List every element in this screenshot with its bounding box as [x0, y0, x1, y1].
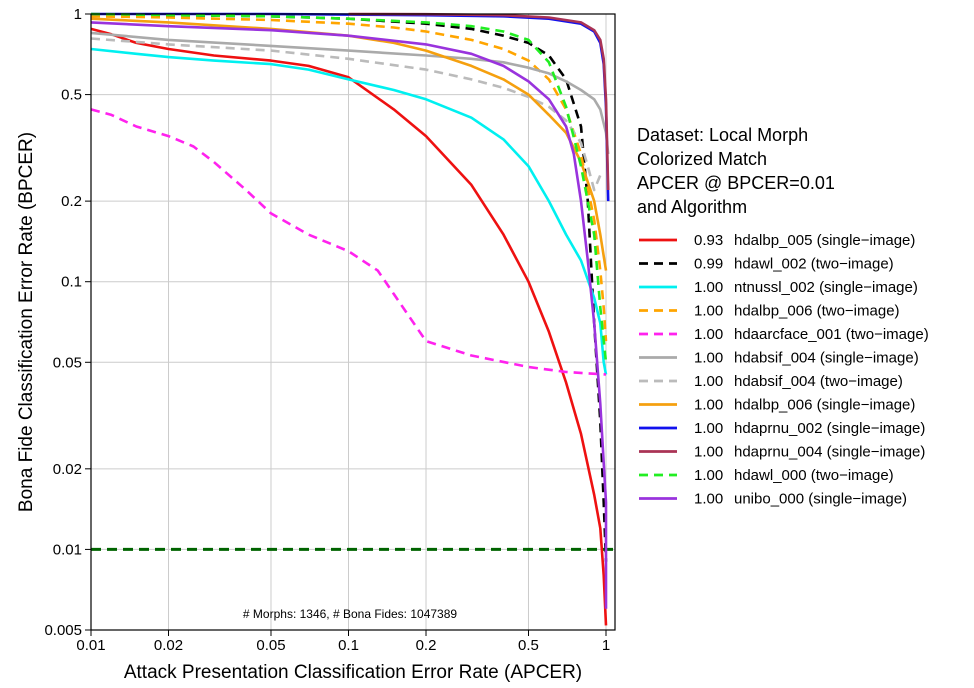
- legend-label-6: hdabsif_004 (two−image): [734, 373, 903, 390]
- legend-title-line: Colorized Match: [637, 149, 767, 169]
- series-line-4: [90, 108, 607, 376]
- legend-value-5: 1.00: [694, 350, 723, 367]
- x-tick-label: 0.2: [416, 637, 437, 654]
- legend-label-9: hdaprnu_004 (single−image): [734, 444, 925, 461]
- y-tick-label: 0.05: [53, 354, 82, 371]
- legend-value-6: 1.00: [694, 373, 723, 390]
- legend-label-1: hdawl_002 (two−image): [734, 256, 894, 273]
- series-line-10: [90, 12, 608, 363]
- legend-label-8: hdaprnu_002 (single−image): [734, 420, 925, 437]
- legend: Dataset: Local Morph Colorized Match APCER…: [637, 125, 929, 508]
- plot-background: [91, 14, 615, 630]
- y-tick-label: 0.005: [44, 622, 82, 639]
- legend-title-line: APCER @ BPCER=0.01: [637, 173, 835, 193]
- annotation-text: # Morphs: 1346, # Bona Fides: 1047389: [243, 607, 457, 621]
- legend-label-11: unibo_000 (single−image): [734, 491, 907, 508]
- legend-label-5: hdabsif_004 (single−image): [734, 350, 919, 367]
- legend-value-11: 1.00: [694, 491, 723, 508]
- legend-value-3: 1.00: [694, 303, 723, 320]
- y-tick-label: 0.02: [53, 461, 82, 478]
- y-tick-label: 1: [74, 6, 82, 23]
- x-tick-label: 0.01: [76, 637, 105, 654]
- plot-frame: [90, 13, 616, 631]
- legend-value-8: 1.00: [694, 420, 723, 437]
- legend-label-7: hdalbp_006 (single−image): [734, 397, 915, 414]
- series-line-0: [90, 27, 608, 626]
- x-ticks: 0.01 0.02 0.05 0.1 0.2 0.5 1: [76, 630, 610, 654]
- y-tick-label: 0.01: [53, 541, 82, 558]
- legend-label-0: hdalbp_005 (single−image): [734, 232, 915, 249]
- series-line-9: [348, 12, 610, 191]
- x-tick-label: 0.05: [256, 637, 285, 654]
- legend-title-line: and Algorithm: [637, 197, 747, 217]
- series-line-3: [90, 15, 608, 342]
- x-axis-title: Attack Presentation Classification Error…: [124, 662, 582, 683]
- series-line-2: [90, 47, 608, 375]
- x-tick-label: 0.02: [154, 637, 183, 654]
- x-tick-label: 1: [602, 637, 610, 654]
- legend-value-4: 1.00: [694, 326, 723, 343]
- series-line-5: [90, 31, 610, 155]
- legend-value-7: 1.00: [694, 397, 723, 414]
- legend-value-1: 0.99: [694, 256, 723, 273]
- x-tick-label: 0.1: [338, 637, 359, 654]
- x-tick-label: 0.5: [518, 637, 539, 654]
- legend-value-0: 0.93: [694, 232, 723, 249]
- legend-value-2: 1.00: [694, 279, 723, 296]
- legend-value-9: 1.00: [694, 444, 723, 461]
- y-tick-label: 0.5: [61, 87, 82, 104]
- legend-label-2: ntnussl_002 (single−image): [734, 279, 918, 296]
- legend-value-10: 1.00: [694, 467, 723, 484]
- legend-title-line: Dataset: Local Morph: [637, 125, 808, 145]
- y-axis-title: Bona Fide Classification Error Rate (BPC…: [16, 132, 37, 512]
- y-tick-label: 0.1: [61, 274, 82, 291]
- series-line-11: [90, 21, 608, 609]
- y-tick-label: 0.2: [61, 193, 82, 210]
- y-ticks: 0.005 0.01 0.02 0.05 0.1 0.2 0.5 1: [44, 6, 91, 639]
- legend-label-3: hdalbp_006 (two−image): [734, 303, 900, 320]
- legend-label-10: hdawl_000 (two−image): [734, 467, 894, 484]
- legend-label-4: hdaarcface_001 (two−image): [734, 326, 929, 343]
